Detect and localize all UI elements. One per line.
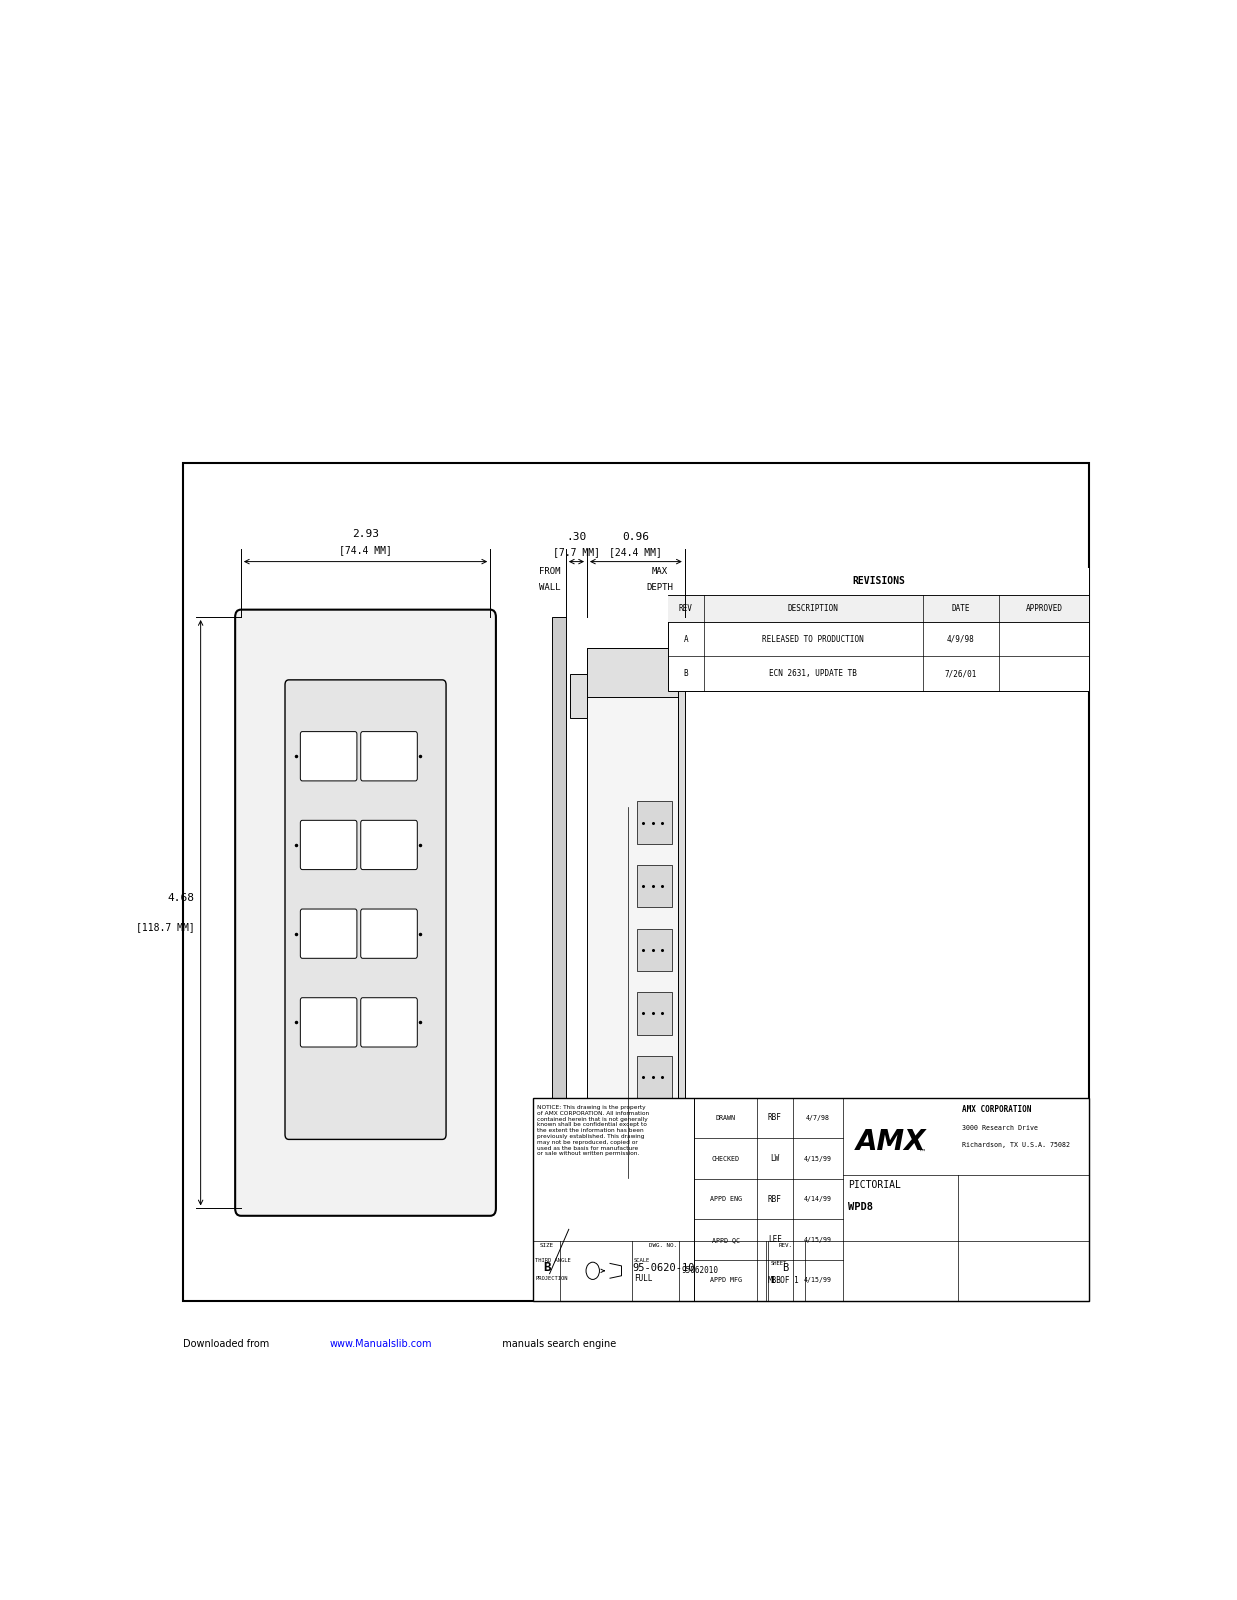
Text: [74.4 MM]: [74.4 MM] [339, 546, 392, 555]
Text: FROM: FROM [539, 566, 560, 576]
Text: REV: REV [679, 603, 693, 613]
Text: 4/15/99: 4/15/99 [804, 1277, 833, 1283]
Text: .30: .30 [567, 531, 586, 542]
Text: NOTICE: This drawing is the property
of AMX CORPORATION. All information
contain: NOTICE: This drawing is the property of … [537, 1106, 649, 1157]
Text: MAX: MAX [652, 566, 668, 576]
FancyBboxPatch shape [361, 731, 417, 781]
Text: 4/7/98: 4/7/98 [807, 1115, 830, 1122]
Text: [118.7 MM]: [118.7 MM] [136, 923, 195, 933]
Bar [678, 618, 685, 1208]
Text: 4/14/99: 4/14/99 [804, 1197, 833, 1202]
Text: AMX: AMX [856, 1128, 927, 1157]
Bar [668, 568, 1090, 595]
Text: REV.: REV. [778, 1243, 793, 1248]
Text: DRAWN: DRAWN [715, 1115, 736, 1122]
Text: REVISIONS: REVISIONS [852, 576, 904, 586]
Bar [668, 595, 1090, 622]
Bar [637, 928, 672, 971]
Text: WPD8: WPD8 [847, 1202, 873, 1211]
Text: FULL: FULL [633, 1274, 652, 1283]
Bar [588, 648, 678, 1178]
Text: CHECKED: CHECKED [711, 1155, 740, 1162]
Text: 3000 Research Drive: 3000 Research Drive [962, 1125, 1038, 1131]
Text: [24.4 MM]: [24.4 MM] [610, 547, 662, 557]
Text: RBF: RBF [768, 1195, 782, 1203]
Text: DEPTH: DEPTH [647, 582, 673, 592]
Bar [637, 802, 672, 843]
FancyBboxPatch shape [301, 998, 357, 1046]
Text: B: B [782, 1262, 788, 1274]
Text: APPROVED: APPROVED [1025, 603, 1063, 613]
Text: RBF: RBF [768, 1114, 782, 1122]
Text: AMX CORPORATION: AMX CORPORATION [962, 1106, 1032, 1114]
Text: www.Manualslib.com: www.Manualslib.com [330, 1339, 433, 1349]
FancyBboxPatch shape [285, 680, 447, 1139]
FancyBboxPatch shape [301, 821, 357, 870]
Text: 95-0620-10: 95-0620-10 [632, 1262, 694, 1274]
FancyBboxPatch shape [361, 821, 417, 870]
Text: DATE: DATE [951, 603, 970, 613]
Text: SHEET: SHEET [771, 1261, 787, 1266]
Text: LW: LW [771, 1154, 779, 1163]
Text: 2.93: 2.93 [353, 530, 379, 539]
Text: B: B [543, 1261, 550, 1274]
Bar [570, 675, 588, 717]
Text: WALL: WALL [539, 582, 560, 592]
Bar [533, 1098, 1090, 1301]
Text: A: A [683, 635, 688, 643]
Text: SIZE: SIZE [539, 1243, 554, 1248]
Bar [588, 648, 678, 698]
FancyBboxPatch shape [361, 998, 417, 1046]
Text: 4/15/99: 4/15/99 [804, 1237, 833, 1243]
Text: 95062010: 95062010 [682, 1266, 719, 1275]
Text: manuals search engine: manuals search engine [496, 1339, 616, 1349]
Text: MBB: MBB [768, 1275, 782, 1285]
Text: Downloaded from: Downloaded from [183, 1339, 273, 1349]
Bar [553, 618, 565, 1208]
FancyBboxPatch shape [235, 610, 496, 1216]
Bar [668, 568, 1090, 691]
Bar [637, 1056, 672, 1098]
Text: LEE: LEE [768, 1235, 782, 1245]
Text: PICTORIAL: PICTORIAL [847, 1179, 901, 1190]
FancyBboxPatch shape [361, 909, 417, 958]
Text: 4/15/99: 4/15/99 [804, 1155, 833, 1162]
Text: APPD ENG: APPD ENG [710, 1197, 741, 1202]
Text: APPD QC: APPD QC [711, 1237, 740, 1243]
Text: THIRD ANGLE: THIRD ANGLE [536, 1259, 571, 1264]
Text: ECN 2631, UPDATE TB: ECN 2631, UPDATE TB [769, 669, 857, 678]
Text: 7/26/01: 7/26/01 [945, 669, 977, 678]
Bar [637, 992, 672, 1035]
Text: 0.96: 0.96 [622, 531, 649, 542]
Text: Richardson, TX U.S.A. 75082: Richardson, TX U.S.A. 75082 [962, 1142, 1070, 1147]
Text: DWG. NO.: DWG. NO. [649, 1243, 677, 1248]
Text: ™: ™ [918, 1147, 927, 1157]
FancyBboxPatch shape [301, 909, 357, 958]
Text: 4/9/98: 4/9/98 [948, 635, 975, 643]
FancyBboxPatch shape [301, 731, 357, 781]
Bar [183, 462, 1090, 1301]
Bar [637, 866, 672, 907]
Text: SCALE: SCALE [633, 1259, 651, 1264]
Text: PROJECTION: PROJECTION [536, 1275, 568, 1280]
Text: B: B [683, 669, 688, 678]
Bar [570, 1142, 588, 1184]
Text: 1 OF 1: 1 OF 1 [771, 1277, 799, 1285]
Text: RELEASED TO PRODUCTION: RELEASED TO PRODUCTION [762, 635, 865, 643]
Text: [7.7 MM]: [7.7 MM] [553, 547, 600, 557]
Text: DESCRIPTION: DESCRIPTION [788, 603, 839, 613]
Text: 4.68: 4.68 [168, 893, 195, 902]
Text: APPD MFG: APPD MFG [710, 1277, 741, 1283]
